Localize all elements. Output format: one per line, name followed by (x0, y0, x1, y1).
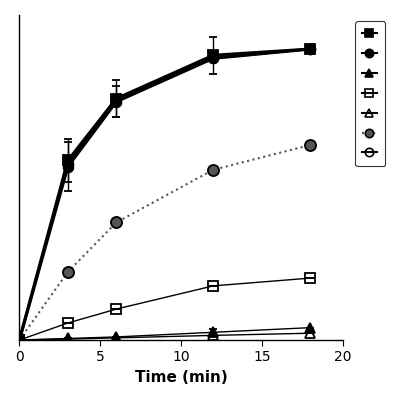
X-axis label: Time (min): Time (min) (134, 370, 227, 385)
Legend: , , , , , , : , , , , , , (355, 21, 385, 166)
